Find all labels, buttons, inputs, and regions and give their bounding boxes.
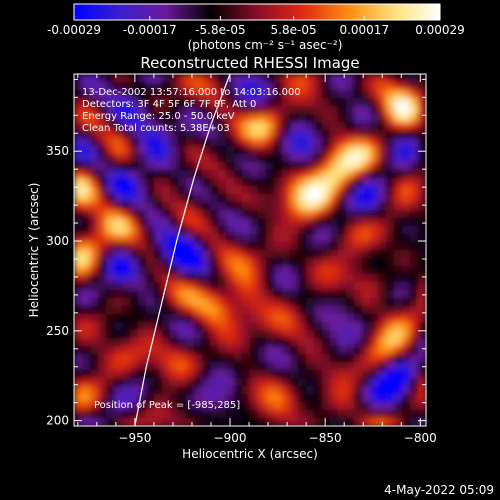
peak-position-label: Position of Peak = [-985,285] [94,400,240,411]
y-tick-label: 250 [46,324,69,338]
colorbar-tick-label: -5.8e-05 [195,23,245,37]
y-axis-title: Heliocentric Y (arcsec) [27,183,41,318]
x-tick-label: −850 [309,431,342,445]
chart-title: Reconstructed RHESSI Image [140,54,359,72]
annotation-block: 13-Dec-2002 13:57:16.000 to 14:03:16.000… [82,87,301,134]
x-axis-ticks: −950 −900 −850 −800 [77,74,437,445]
colorbar-tick-label: 5.8e-05 [271,23,317,37]
colorbar-tick-label: 0.00017 [339,23,389,37]
annotation-line: Detectors: 3F 4F 5F 6F 7F 8F, Att 0 [82,99,256,110]
y-tick-label: 200 [46,414,69,428]
y-axis-ticks: 200 250 300 350 [46,78,426,428]
x-tick-label: −950 [118,431,151,445]
annotation-line: Clean Total counts: 5.38E+03 [82,123,230,134]
colorbar [73,3,441,21]
colorbar-ticks: -0.00029 -0.00017 -5.8e-05 5.8e-05 0.00017 0.… [47,16,465,37]
y-tick-label: 350 [46,144,69,158]
annotation-line: 13-Dec-2002 13:57:16.000 to 14:03:16.000 [82,87,301,98]
x-axis-title: Heliocentric X (arcsec) [182,447,318,461]
y-tick-label: 300 [46,234,69,248]
x-tick-label: −800 [404,431,437,445]
colorbar-tick-label: -0.00029 [47,23,101,37]
annotation-line: Energy Range: 25.0 - 50.0 keV [82,111,235,122]
x-tick-label: −900 [214,431,247,445]
heatmap-image [74,74,426,426]
colorbar-tick-label: 0.00029 [415,23,465,37]
solar-limb-curve [134,74,231,426]
plot-frame [73,73,427,427]
colorbar-tick-label: -0.00017 [123,23,177,37]
footer-timestamp: 4-May-2022 05:09 [384,483,494,497]
colorbar-units-label: (photons cm⁻² s⁻¹ asec⁻²) [188,38,343,52]
